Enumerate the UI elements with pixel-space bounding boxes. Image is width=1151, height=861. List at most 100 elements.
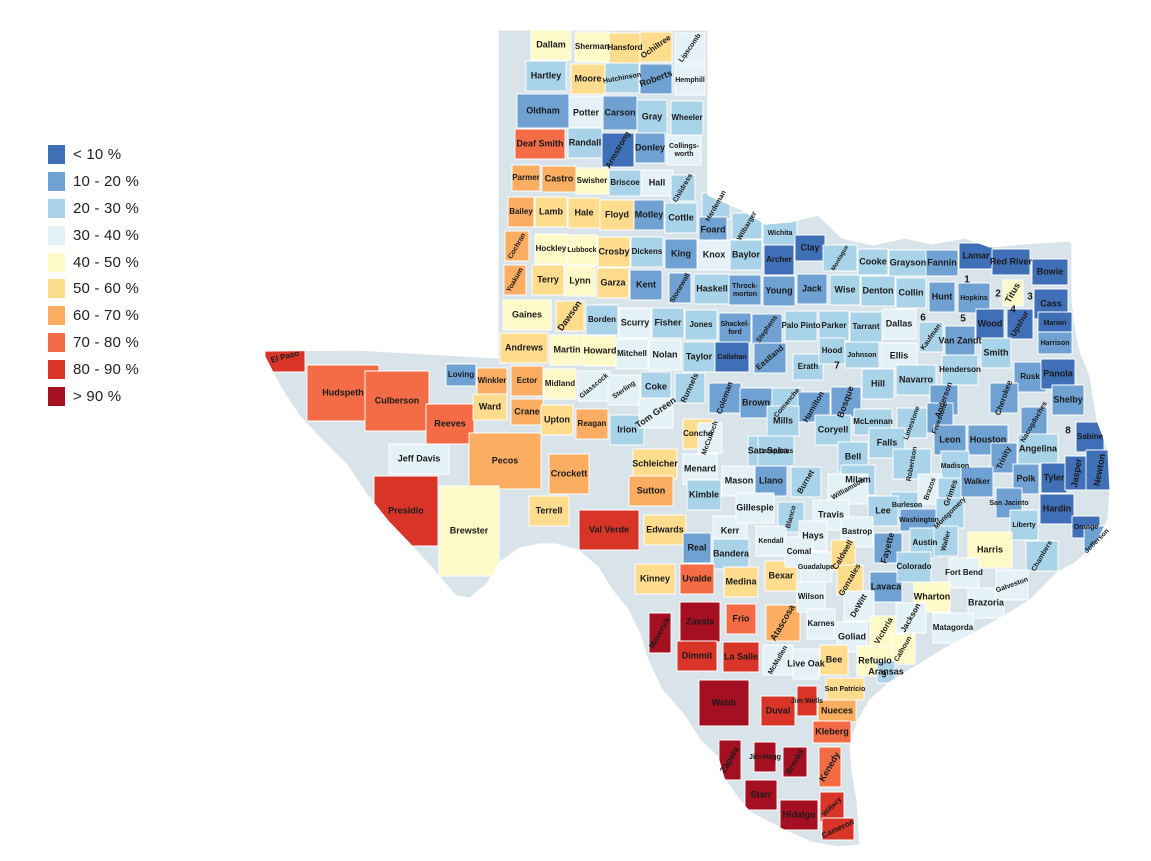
county-label: San Patricio bbox=[825, 686, 865, 693]
county-label: Walker bbox=[964, 477, 990, 486]
county-label: Smith bbox=[983, 347, 1008, 357]
county-region bbox=[744, 779, 778, 811]
county-region bbox=[895, 277, 927, 309]
county-label: Wood bbox=[978, 318, 1003, 328]
county-label: Van Zandt bbox=[938, 335, 981, 345]
county-label: Uvalde bbox=[682, 573, 712, 583]
county-label: Henderson bbox=[939, 365, 981, 374]
county-label: Oldham bbox=[526, 105, 560, 115]
county-label: Cooke bbox=[859, 256, 887, 266]
county-label: Coryell bbox=[818, 424, 849, 434]
county-region bbox=[570, 63, 606, 95]
county-label: Comal bbox=[787, 547, 811, 556]
county-region bbox=[1031, 258, 1069, 286]
county-region bbox=[888, 249, 928, 277]
county-region bbox=[651, 307, 685, 339]
county-region bbox=[682, 453, 718, 485]
county-label: Burleson bbox=[892, 502, 922, 509]
county-label: Motley bbox=[635, 209, 664, 219]
county-region bbox=[543, 368, 577, 400]
county-region bbox=[753, 741, 777, 773]
county-region bbox=[755, 525, 787, 557]
county-region bbox=[779, 799, 819, 831]
county-label: Knox bbox=[703, 249, 726, 259]
legend-label: 70 - 80 % bbox=[73, 334, 140, 352]
county-region bbox=[510, 365, 544, 397]
county-region bbox=[722, 641, 760, 673]
county-label: Panola bbox=[1043, 368, 1074, 378]
county-label: Brewster bbox=[450, 525, 489, 535]
county-region bbox=[814, 414, 852, 446]
county-label: Jones bbox=[689, 320, 713, 329]
county-region bbox=[1039, 493, 1075, 525]
county-group-marker: 9 bbox=[881, 669, 886, 679]
county-region bbox=[754, 465, 788, 497]
county-region bbox=[548, 453, 590, 495]
county-region bbox=[575, 408, 609, 440]
county-region bbox=[638, 397, 674, 429]
county-region bbox=[615, 338, 649, 370]
county-label: Lampasas bbox=[759, 448, 793, 455]
county-label: Hopkins bbox=[960, 295, 988, 302]
county-label: Menard bbox=[684, 463, 716, 473]
legend-item: 50 - 60 % bbox=[48, 275, 139, 302]
county-region bbox=[583, 335, 617, 367]
county-group-marker: 4 bbox=[1010, 305, 1016, 316]
county-region bbox=[766, 405, 800, 437]
county-region bbox=[568, 95, 604, 131]
legend-label: 10 - 20 % bbox=[73, 172, 140, 190]
county-region bbox=[1020, 406, 1048, 438]
county-region bbox=[639, 31, 673, 63]
county-region bbox=[1017, 433, 1059, 465]
legend-label: 50 - 60 % bbox=[73, 280, 140, 298]
county-region bbox=[648, 612, 672, 654]
county-label: Lamar bbox=[962, 250, 990, 260]
county-label: Ector bbox=[517, 376, 537, 385]
county-label: Kent bbox=[636, 279, 656, 289]
county-label: Hartley bbox=[531, 70, 562, 80]
county-region bbox=[670, 174, 696, 202]
county-label: Starr bbox=[750, 789, 772, 799]
county-label: Mills bbox=[773, 415, 793, 425]
legend-item: 40 - 50 % bbox=[48, 249, 139, 276]
county-region bbox=[503, 264, 527, 296]
county-label: Fannin bbox=[927, 257, 957, 267]
county-region bbox=[629, 269, 663, 301]
county-label: Matagorda bbox=[933, 623, 974, 632]
county-label: Shackel-ford bbox=[721, 321, 750, 336]
county-region bbox=[765, 604, 801, 642]
county-label: Lamb bbox=[539, 206, 564, 216]
county-region bbox=[628, 475, 674, 507]
county-region bbox=[499, 332, 549, 364]
county-label: Gaines bbox=[512, 309, 542, 319]
county-region bbox=[827, 473, 869, 505]
county-label: Austin bbox=[913, 538, 938, 547]
county-region bbox=[531, 264, 565, 296]
county-region bbox=[1085, 449, 1110, 491]
county-label: Bell bbox=[845, 451, 862, 461]
county-region bbox=[792, 353, 824, 381]
county-label: Llano bbox=[759, 475, 784, 485]
legend-label: < 10 % bbox=[73, 145, 122, 163]
county-region bbox=[792, 648, 820, 680]
legend-swatch bbox=[48, 333, 65, 353]
county-region bbox=[933, 424, 967, 456]
county-region bbox=[664, 238, 698, 270]
county-label: Aransas bbox=[868, 666, 904, 676]
county-region bbox=[502, 299, 552, 331]
county-label: Nolan bbox=[652, 349, 677, 359]
county-region bbox=[507, 196, 535, 228]
county-label: Haskell bbox=[696, 283, 728, 293]
legend-item: 30 - 40 % bbox=[48, 222, 139, 249]
county-region bbox=[796, 581, 826, 613]
legend-swatch bbox=[48, 252, 65, 272]
county-region bbox=[541, 165, 577, 193]
county-region bbox=[844, 341, 880, 369]
legend-label: > 90 % bbox=[73, 387, 122, 405]
legend-swatch bbox=[48, 144, 65, 164]
legend-item: > 90 % bbox=[48, 383, 139, 410]
county-region bbox=[609, 414, 645, 446]
county-label: Martin bbox=[554, 344, 581, 354]
county-label: Cottle bbox=[668, 212, 694, 222]
county-region bbox=[574, 31, 610, 63]
